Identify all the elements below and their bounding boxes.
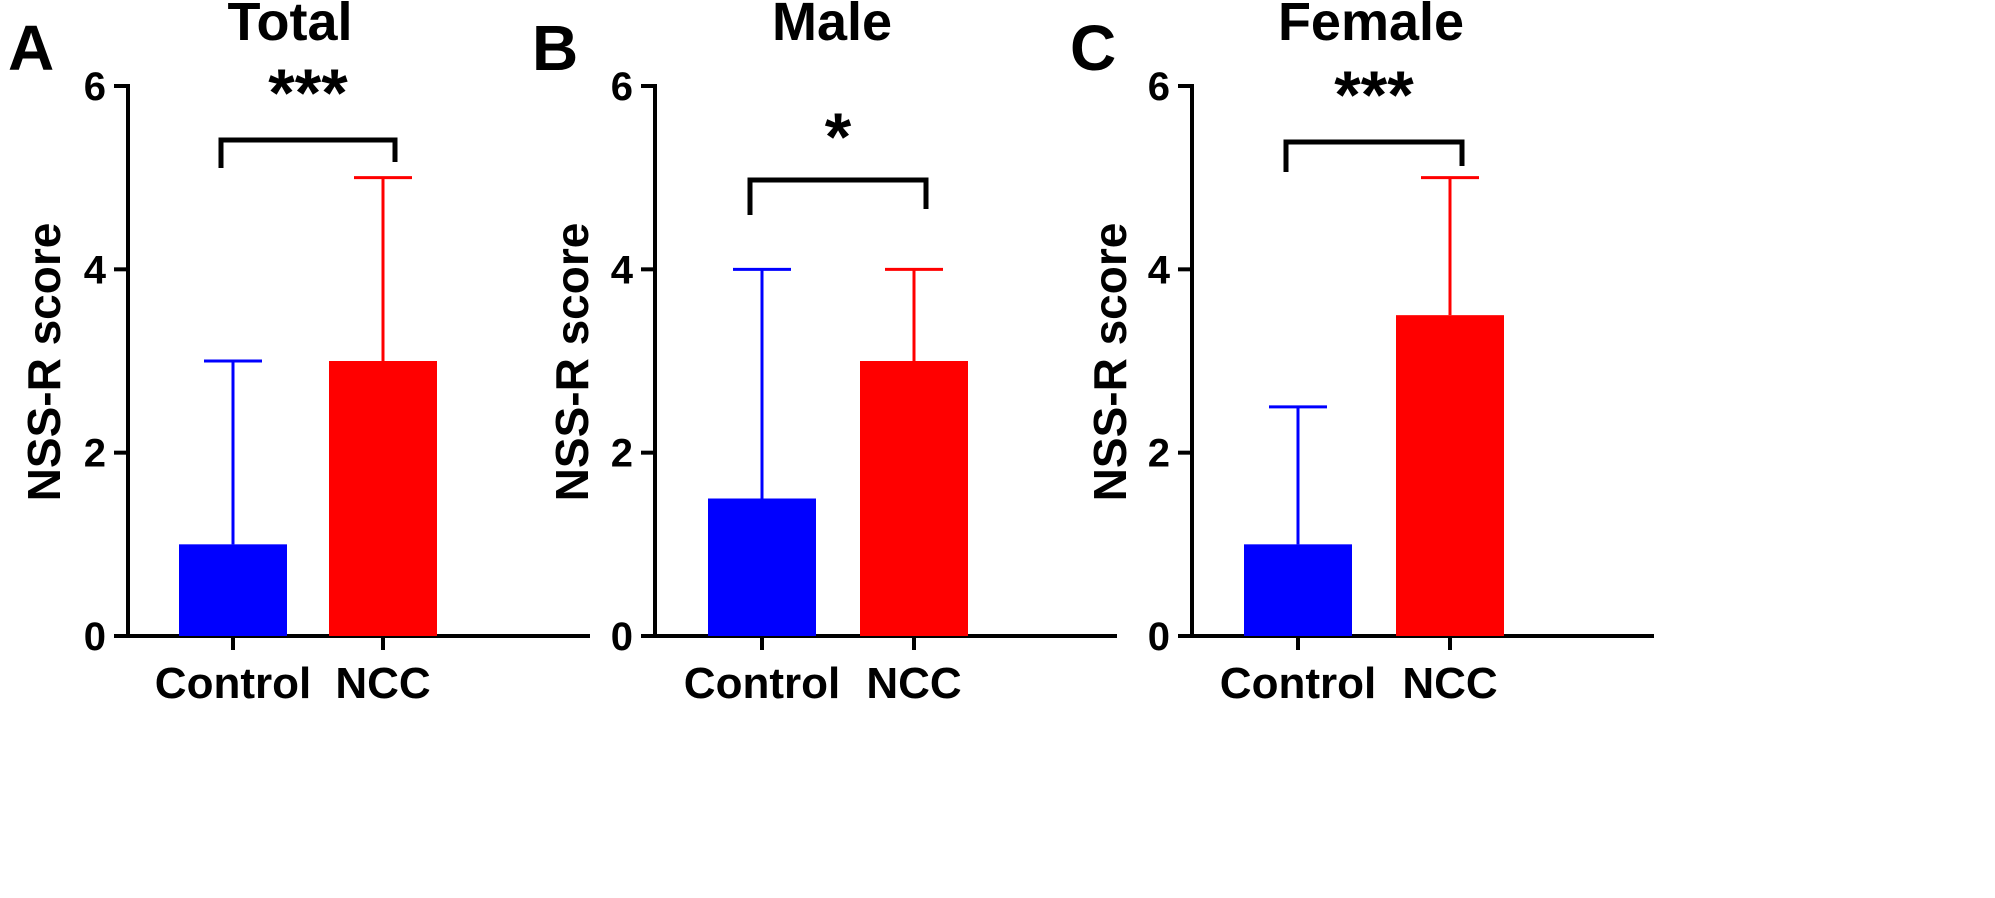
significance-bracket — [747, 177, 929, 215]
y-tick-label: 6 — [1148, 65, 1170, 109]
chart-title: Total — [228, 0, 353, 52]
panel-letter: B — [532, 12, 578, 84]
bar-ncc — [860, 361, 968, 636]
x-tick-label-control: Control — [1220, 659, 1376, 708]
y-tick-label: 0 — [611, 615, 633, 659]
y-tick-label: 6 — [611, 65, 633, 109]
y-tick-label: 0 — [84, 615, 106, 659]
panel-b: B Male NSS-R score 0 2 4 6 Control NCC * — [532, 0, 1117, 708]
y-tick-label: 0 — [1148, 615, 1170, 659]
panel-letter: A — [8, 12, 54, 84]
x-tick-label-ncc: NCC — [335, 659, 430, 708]
x-tick-label-ncc: NCC — [1402, 659, 1497, 708]
panel-letter: C — [1070, 12, 1116, 84]
x-tick-label-ncc: NCC — [866, 659, 961, 708]
y-tick-label: 2 — [1148, 432, 1170, 476]
chart-title: Male — [772, 0, 892, 52]
y-axis-label: NSS-R score — [18, 223, 70, 502]
chart-title: Female — [1278, 0, 1464, 52]
panel-a: A Total NSS-R score 0 2 4 6 Control NCC *** — [8, 0, 590, 708]
bar-ncc — [329, 361, 437, 636]
significance-bracket — [218, 137, 398, 168]
y-tick-label: 2 — [611, 432, 633, 476]
bar-control — [179, 544, 287, 636]
x-tick-label-control: Control — [155, 659, 311, 708]
y-tick-label: 2 — [84, 432, 106, 476]
y-tick-label: 6 — [84, 65, 106, 109]
x-tick-label-control: Control — [684, 659, 840, 708]
y-tick-label: 4 — [1148, 248, 1171, 292]
y-axis-label: NSS-R score — [1084, 223, 1136, 502]
y-tick-label: 4 — [611, 248, 634, 292]
bar-ncc — [1396, 315, 1504, 636]
significance-label: *** — [268, 55, 348, 131]
y-tick-label: 4 — [84, 248, 107, 292]
panel-c: C Female NSS-R score 0 2 4 6 Control NCC *** — [1070, 0, 1654, 708]
bar-control — [1244, 544, 1352, 636]
significance-label: * — [825, 99, 852, 175]
significance-bracket — [1283, 139, 1465, 172]
bar-control — [708, 498, 816, 636]
y-axis-label: NSS-R score — [546, 223, 598, 502]
significance-label: *** — [1334, 57, 1414, 133]
